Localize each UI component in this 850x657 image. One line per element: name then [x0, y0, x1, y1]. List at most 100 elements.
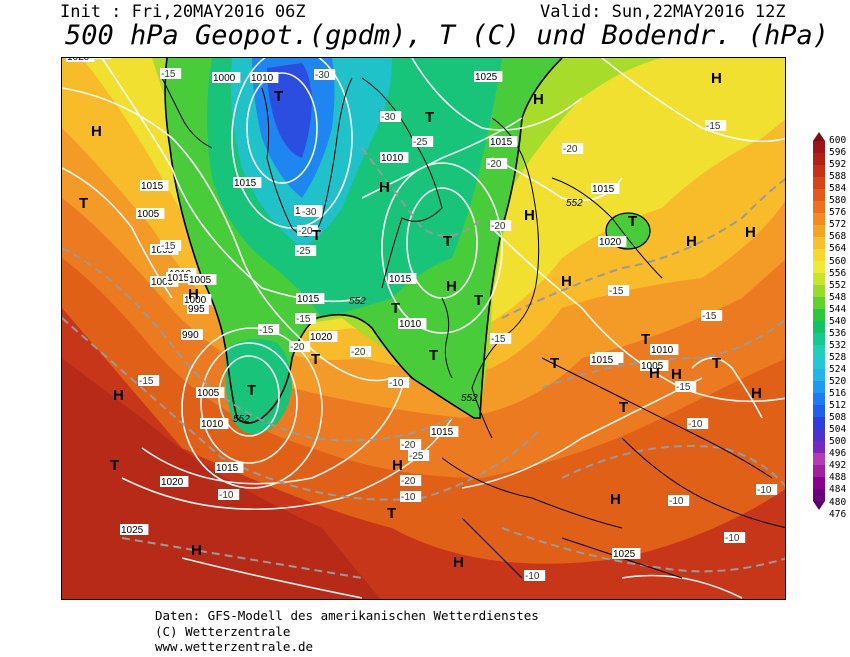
pressure-label: 1020: [599, 237, 622, 248]
legend-level-label: 536: [829, 327, 847, 339]
geopotential-label: 552: [349, 296, 366, 307]
low-pressure-mark: T: [641, 331, 650, 348]
temperature-label-bg: [295, 313, 317, 324]
pressure-label-bg: [233, 177, 262, 188]
legend-level-label: 508: [829, 412, 847, 424]
field-darkblue: [267, 63, 312, 158]
legend-swatch: [813, 369, 825, 381]
high-pressure-mark: H: [533, 91, 544, 108]
temperature-label: -10: [525, 571, 540, 582]
low-pressure-mark: T: [712, 355, 721, 372]
pressure-label-bg: [388, 273, 417, 284]
temperature-label-bg: [490, 220, 512, 231]
low-pressure-mark: T: [391, 300, 400, 317]
legend-level-label: 592: [829, 159, 847, 171]
pressure-label-bg: [140, 180, 169, 191]
temperature-label-bg: [301, 206, 323, 217]
valid-time: Valid: Sun,22MAY2016 12Z: [540, 2, 786, 22]
legend-level-label: 492: [829, 460, 847, 472]
temperature-label-bg: [295, 245, 317, 256]
high-pressure-mark: H: [610, 491, 621, 508]
pressure-label: 1000: [184, 295, 207, 306]
temperature-label-bg: [490, 333, 512, 344]
pressure-label-bg: [188, 274, 217, 285]
legend-level-label: 496: [829, 448, 847, 460]
low-pressure-mark: T: [387, 505, 396, 522]
temperature-label-bg: [687, 418, 709, 429]
pressure-label-bg: [120, 524, 149, 535]
legend-swatch: [813, 393, 825, 405]
pressure-label: 1010: [201, 419, 224, 430]
weather-map: 1000100510101020100510001010101510151005…: [61, 57, 786, 600]
temperature-label: -15: [139, 376, 154, 387]
temperature-label-bg: [524, 570, 546, 581]
temperature-label-bg: [486, 158, 508, 169]
pressure-label-bg: [398, 318, 427, 329]
legend-swatch: [813, 429, 825, 441]
temperature-label: -15: [259, 325, 274, 336]
temperature-label: -15: [161, 69, 176, 80]
legend-swatch: [813, 297, 825, 309]
legend-swatch: [813, 417, 825, 429]
pressure-label-bg: [430, 426, 459, 437]
legend-level-label: 596: [829, 147, 847, 159]
credit-website: www.wetterzentrale.de: [155, 639, 314, 654]
temperature-label: -15: [676, 382, 691, 393]
legend-level-label: 556: [829, 267, 847, 279]
legend-arrow-bottom: [813, 501, 825, 510]
pressure-label: 1020: [161, 477, 184, 488]
legend-level-label: 476: [829, 508, 847, 520]
legend-swatch: [813, 261, 825, 273]
temperature-label-bg: [388, 377, 410, 388]
pressure-label-bg: [160, 476, 189, 487]
color-legend-bar: [813, 132, 825, 510]
temperature-label-bg: [675, 381, 697, 392]
low-pressure-mark: T: [628, 213, 637, 230]
temperature-label-bg: [218, 489, 240, 500]
temperature-label-bg: [314, 69, 336, 80]
pressure-label: 1015: [490, 137, 513, 148]
temperature-label-bg: [380, 111, 402, 122]
pressure-label: 1005: [189, 275, 212, 286]
pressure-label: 1015: [592, 184, 615, 195]
legend-swatch: [813, 201, 825, 213]
pressure-label: 1015: [591, 355, 614, 366]
pressure-label-bg: [591, 183, 620, 194]
high-pressure-mark: H: [379, 179, 390, 196]
temperature-label: -10: [219, 490, 234, 501]
geopotential-label: 552: [566, 198, 583, 209]
temperature-label: -10: [757, 485, 772, 496]
credit-data-source: Daten: GFS-Modell des amerikanischen Wet…: [155, 608, 539, 623]
high-pressure-mark: H: [446, 278, 457, 295]
legend-swatch: [813, 321, 825, 333]
legend-level-label: 588: [829, 171, 847, 183]
legend-swatch: [813, 309, 825, 321]
pressure-label-bg: [166, 272, 195, 283]
pressure-label-bg: [66, 58, 95, 62]
pressure-label-bg: [187, 303, 209, 314]
temperature-label-bg: [412, 136, 434, 147]
pressure-label-bg: [200, 418, 229, 429]
pressure-label: 1015: [167, 273, 190, 284]
pressure-label-bg: [598, 236, 627, 247]
legend-level-label: 532: [829, 339, 847, 351]
pressure-label-bg: [296, 293, 325, 304]
high-pressure-mark: H: [453, 554, 464, 571]
temperature-label: -15: [491, 334, 506, 345]
legend-swatch: [813, 405, 825, 417]
pressure-label-bg: [590, 354, 619, 365]
temperature-label: -20: [290, 342, 305, 353]
temperature-label-bg: [400, 491, 422, 502]
pressure-label-bg: [474, 71, 503, 82]
legend-level-label: 600: [829, 135, 847, 146]
pressure-label: 1010: [651, 345, 674, 356]
temperature-label-bg: [350, 346, 372, 357]
pressure-label: 1015: [141, 181, 164, 192]
legend-swatch: [813, 177, 825, 189]
legend-level-label: 504: [829, 424, 847, 436]
low-pressure-mark: T: [274, 88, 283, 105]
high-pressure-mark: H: [686, 233, 697, 250]
temperature-labels: -15-20-30-30-20-15-25-30-20-25-20-20-15-…: [138, 68, 778, 582]
